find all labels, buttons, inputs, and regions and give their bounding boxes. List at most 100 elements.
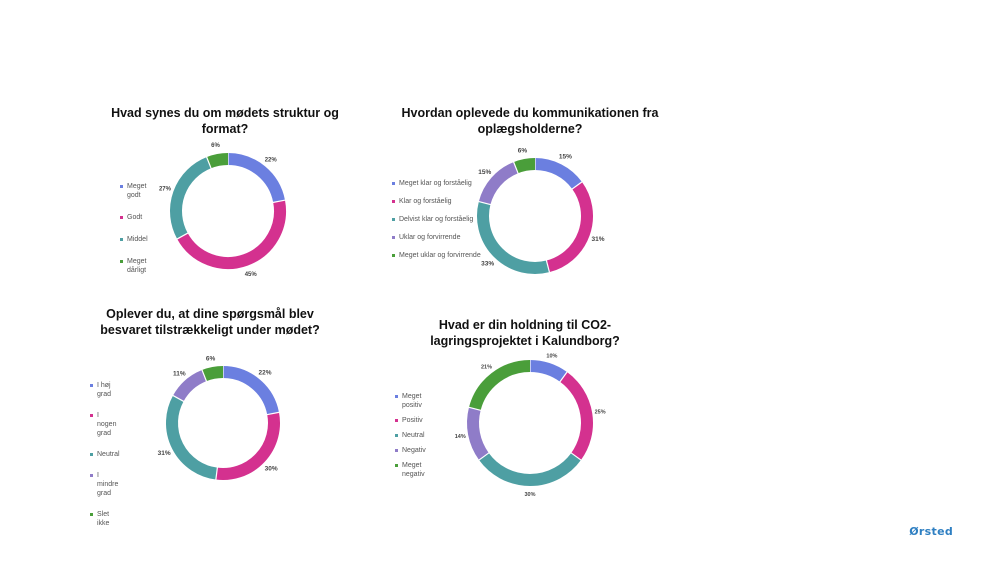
legend-label: Uklar og forvirrende bbox=[399, 234, 461, 241]
chart-legend: Meget positiv Positiv Neutral Negativ Meget … bbox=[395, 392, 426, 485]
legend-swatch bbox=[90, 384, 93, 387]
donut-slice bbox=[478, 162, 519, 205]
legend-swatch bbox=[395, 449, 398, 452]
donut-slice bbox=[166, 395, 218, 480]
chart-title: Hvordan oplevede du kommunikationen fra … bbox=[401, 106, 659, 136]
legend-label: Klar og forståelig bbox=[399, 198, 452, 205]
donut-slice bbox=[173, 370, 207, 402]
legend-item: Neutral bbox=[90, 450, 120, 459]
legend-label: Negativ bbox=[402, 447, 426, 454]
legend-item: Meget negativ bbox=[395, 461, 426, 479]
legend-swatch bbox=[395, 434, 398, 437]
legend-swatch bbox=[90, 474, 93, 477]
legend-swatch bbox=[90, 414, 93, 417]
chart-legend: Meget godt Godt Middel Meget dårligt bbox=[120, 182, 148, 288]
legend-item: Meget klar og forståelig bbox=[392, 179, 482, 188]
legend-item: Neutral bbox=[395, 431, 426, 440]
legend-swatch bbox=[395, 464, 398, 467]
chart-legend: I høj grad I nogen grad Neutral I mindre gr… bbox=[90, 381, 120, 540]
donut-slice bbox=[215, 412, 280, 480]
legend-item: Meget positiv bbox=[395, 392, 426, 410]
legend-label: I nogen grad bbox=[97, 412, 117, 437]
donut-slice bbox=[534, 158, 582, 190]
legend-item: Meget dårligt bbox=[120, 257, 148, 275]
donut-slice bbox=[222, 366, 279, 415]
slice-separator bbox=[545, 259, 551, 273]
legend-swatch bbox=[392, 254, 395, 257]
data-label: 22% bbox=[259, 369, 272, 376]
data-label: 22% bbox=[265, 157, 278, 163]
donut-slice bbox=[479, 452, 581, 486]
legend-item: Uklar og forvirrende bbox=[392, 233, 482, 242]
donut-slice bbox=[477, 201, 550, 274]
legend-label: I høj grad bbox=[97, 382, 112, 398]
data-label: 30% bbox=[265, 465, 278, 472]
chart-legend: Meget klar og forståelig Klar og forståel… bbox=[392, 179, 482, 269]
legend-label: Neutral bbox=[402, 432, 425, 439]
legend-label: Middel bbox=[127, 236, 148, 243]
data-label: 6% bbox=[211, 143, 220, 149]
legend-swatch bbox=[392, 236, 395, 239]
legend-item: I høj grad bbox=[90, 381, 120, 399]
donut-slice bbox=[170, 157, 212, 239]
legend-item: I nogen grad bbox=[90, 411, 120, 438]
slice-separator bbox=[570, 452, 582, 461]
data-label: 15% bbox=[478, 169, 491, 176]
legend-swatch bbox=[392, 218, 395, 221]
slice-separator bbox=[571, 181, 583, 190]
chart-title: Oplever du, at dine spørgsmål blev besva… bbox=[100, 307, 320, 337]
slice-separator bbox=[176, 232, 189, 240]
legend-label: Meget positiv bbox=[402, 393, 422, 409]
legend-label: Meget dårligt bbox=[127, 258, 147, 274]
legend-item: Meget godt bbox=[120, 182, 148, 200]
data-label: 30% bbox=[524, 492, 535, 498]
data-label: 14% bbox=[455, 434, 466, 440]
legend-swatch bbox=[120, 238, 123, 241]
slice-separator bbox=[478, 452, 490, 461]
legend-label: Meget klar og forståelig bbox=[399, 180, 472, 187]
donut-slice bbox=[529, 360, 568, 382]
donut-slice bbox=[468, 360, 531, 411]
slice-separator bbox=[201, 369, 208, 382]
legend-item: Godt bbox=[120, 213, 148, 222]
slice-separator bbox=[272, 199, 286, 204]
slice-separator bbox=[478, 200, 492, 206]
legend-swatch bbox=[90, 453, 93, 456]
legend-item: Positiv bbox=[395, 416, 426, 425]
data-label: 31% bbox=[592, 236, 605, 243]
donut-slice bbox=[546, 181, 593, 273]
chart-title: Hvad synes du om mødets struktur og form… bbox=[111, 106, 339, 136]
legend-label: Delvist klar og forståelig bbox=[399, 216, 474, 223]
legend-swatch bbox=[90, 513, 93, 516]
legend-label: Meget negativ bbox=[402, 462, 425, 478]
legend-swatch bbox=[120, 185, 123, 188]
data-label: 6% bbox=[206, 355, 216, 362]
legend-label: Slet ikke bbox=[97, 511, 110, 527]
data-label: 27% bbox=[159, 186, 172, 192]
legend-label: I mindre grad bbox=[97, 472, 119, 497]
data-label: 10% bbox=[546, 353, 557, 359]
legend-item: Delvist klar og forståelig bbox=[392, 215, 482, 224]
slice-separator bbox=[512, 161, 519, 174]
data-label: 31% bbox=[158, 450, 171, 457]
legend-label: Positiv bbox=[402, 417, 423, 424]
data-label: 33% bbox=[481, 261, 494, 268]
donut-slice bbox=[177, 200, 286, 269]
legend-label: Meget godt bbox=[127, 183, 147, 199]
slice-separator bbox=[205, 156, 212, 169]
legend-label: Neutral bbox=[97, 451, 120, 458]
data-label: 25% bbox=[595, 410, 606, 416]
legend-item: Meget uklar og forvirrende bbox=[392, 251, 482, 260]
donut-slice bbox=[559, 372, 593, 461]
legend-swatch bbox=[392, 200, 395, 203]
legend-label: Meget uklar og forvirrende bbox=[399, 252, 481, 259]
slice-separator bbox=[172, 394, 185, 403]
data-label: 15% bbox=[559, 153, 572, 160]
legend-item: Klar og forståelig bbox=[392, 197, 482, 206]
donut-slice bbox=[467, 407, 489, 461]
legend-item: Negativ bbox=[395, 446, 426, 455]
